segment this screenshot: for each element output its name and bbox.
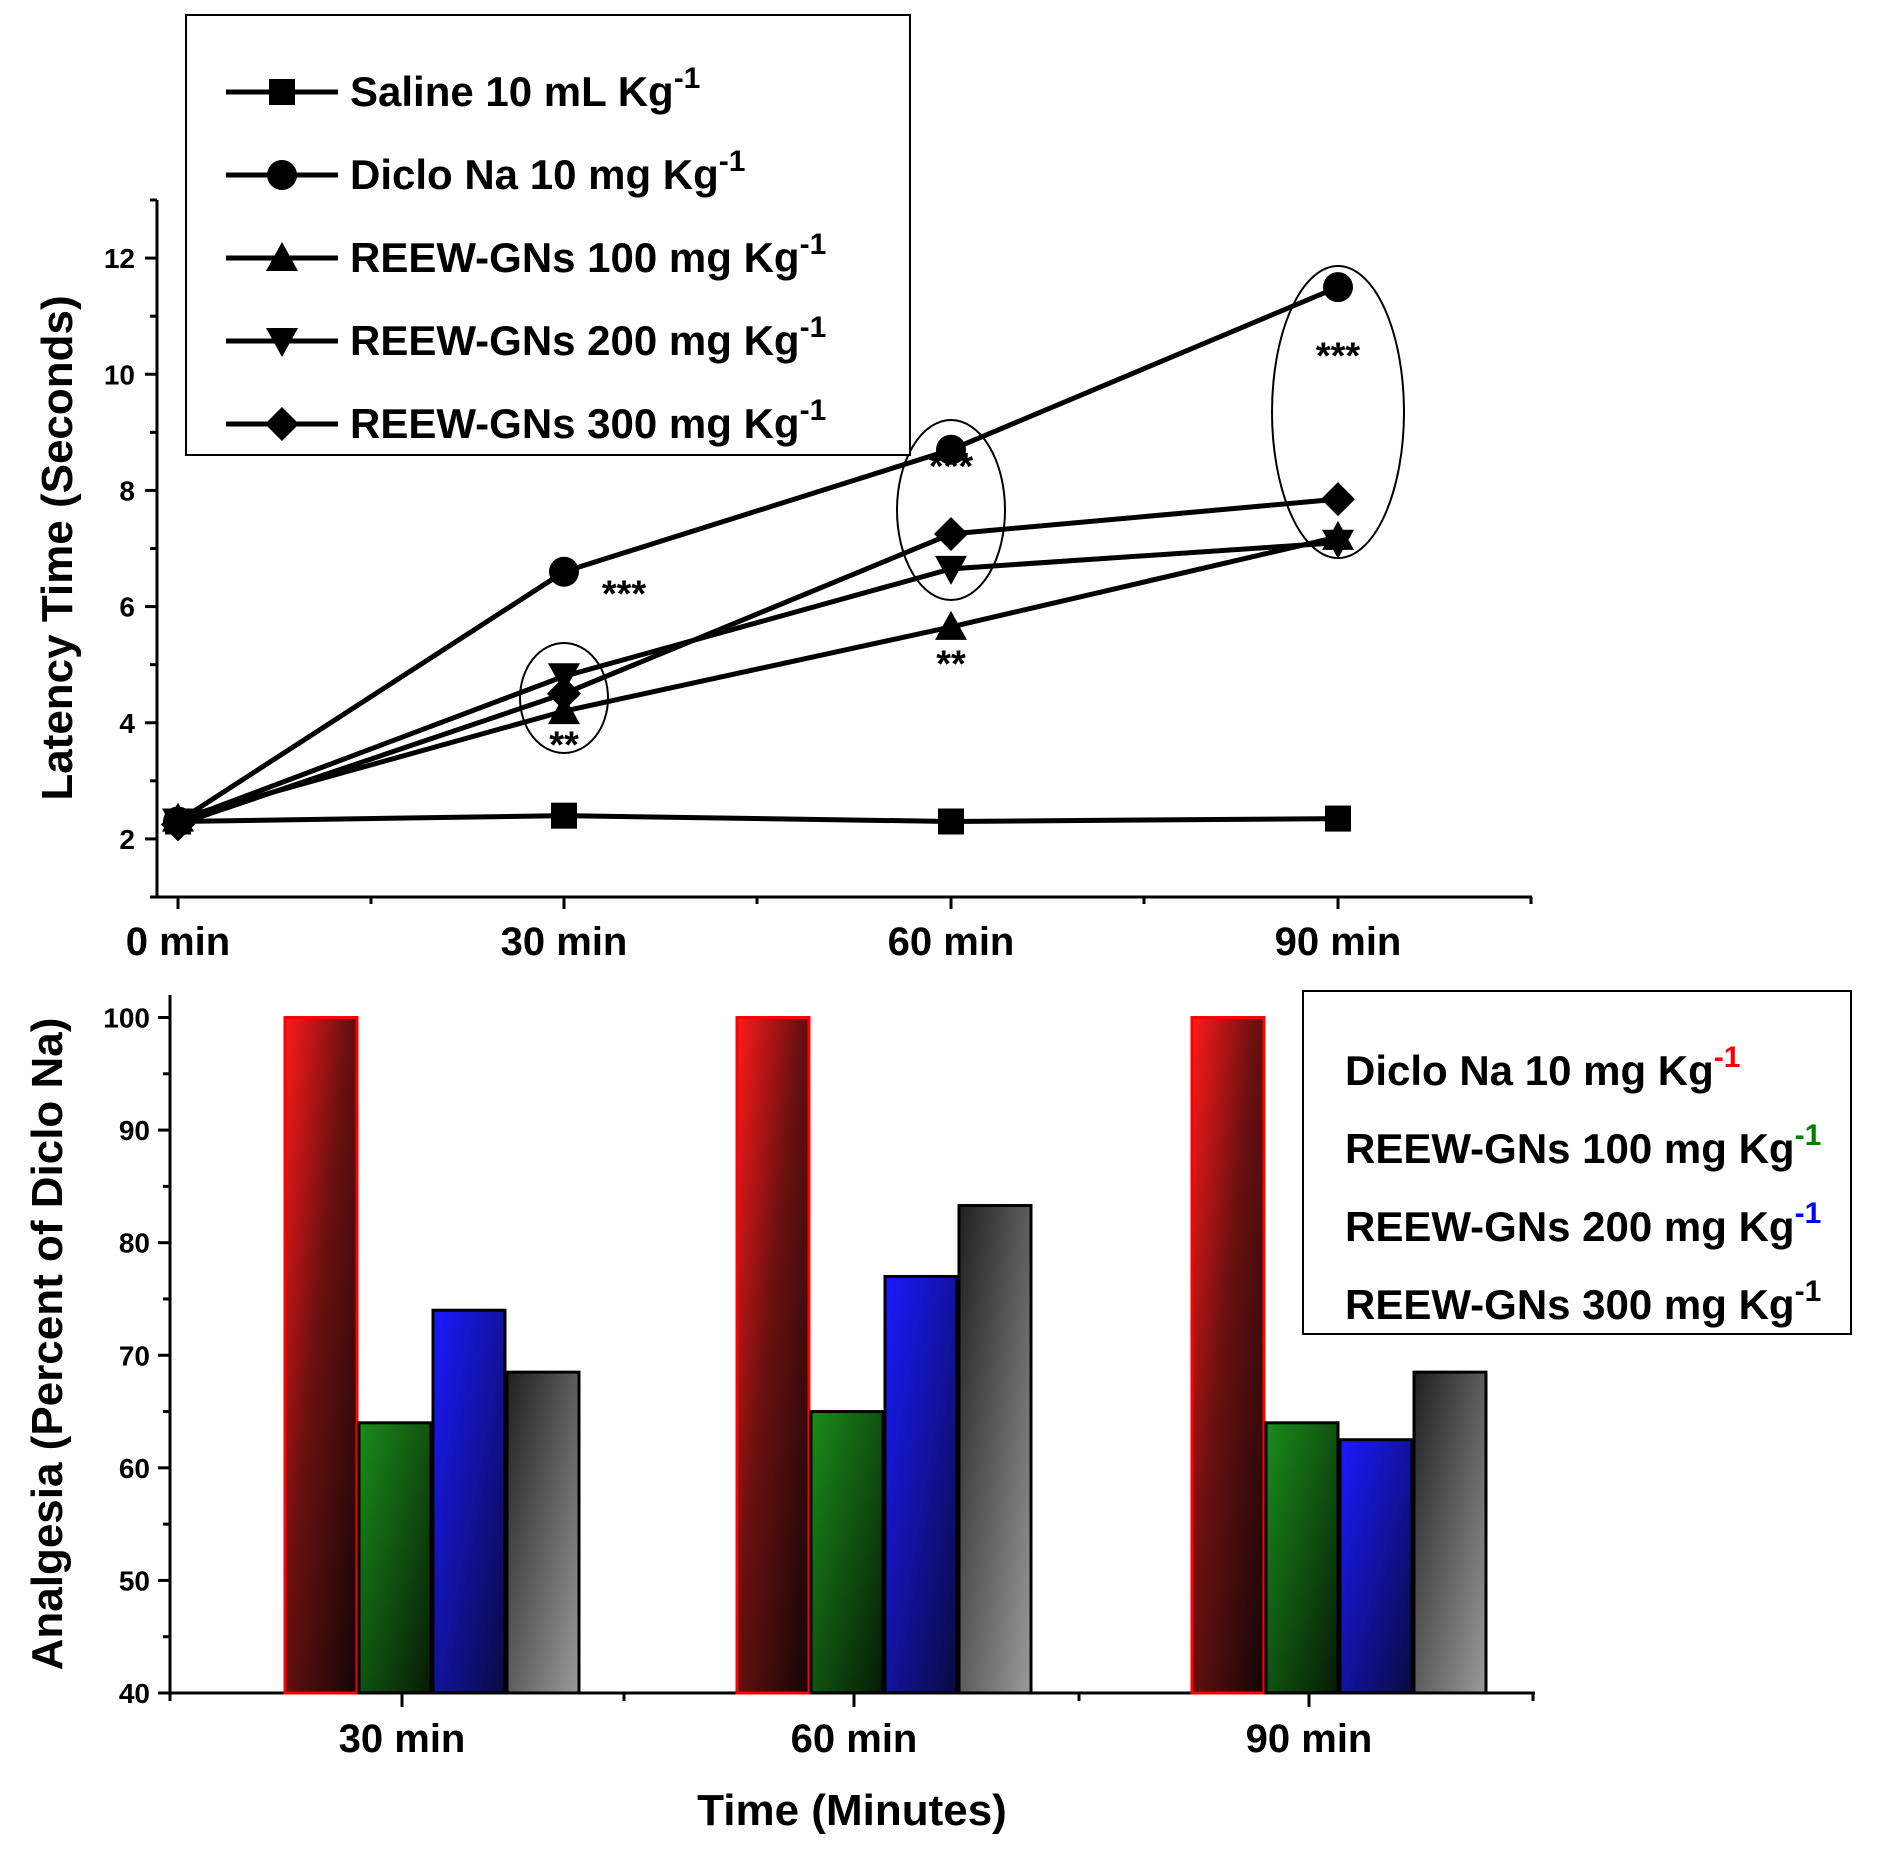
significance-mark: *** (602, 574, 647, 616)
top-y-tick-label: 10 (104, 359, 135, 390)
bottom-x-ticks: 30 min 60 min 90 min (168, 1693, 1535, 1761)
point-reew-gns-200-mg-kg (1322, 529, 1354, 559)
bottom-legend-box (1302, 990, 1852, 1335)
top-y-axis-title: Latency Time (Seconds) (33, 295, 82, 800)
bottom-y-tick-label: 60 (119, 1453, 150, 1484)
point-reew-gns-100-mg-kg (935, 610, 967, 640)
point-diclo-na-10-mg-kg (549, 556, 579, 587)
significance-annotations: ************* (549, 335, 1360, 766)
series-line-reew-gns-200-mg-kg (177, 540, 1339, 824)
legend-marker-reew-gns-100-mg-kg (266, 242, 298, 271)
top-y-tick-label: 4 (119, 708, 135, 739)
point-reew-gns-300-mg-kg (1321, 482, 1355, 517)
legend-label-reew-gns-200-mg-kg-text: REEW-GNs 200 mg Kg-1 (1345, 1197, 1821, 1250)
ellipse-30min (519, 642, 609, 754)
point-reew-gns-300-mg-kg (161, 807, 195, 842)
bar-reew-gns-100-mg-kg-30-min (357, 1421, 433, 1695)
series-line-diclo-na-10-mg-kg (176, 284, 1339, 824)
point-diclo-na-10-mg-kg (936, 434, 966, 465)
top-y-ticks: 2 4 6 8 10 12 (104, 198, 157, 899)
top-y-tick-label: 8 (119, 475, 135, 506)
analgesia-bar-chart: 40 50 60 70 80 90 100 30 min 60 min 90 min Analg… (23, 990, 1852, 1835)
legend-label-reew-gns-200-mg-kg-text: REEW-GNs 200 mg Kg-1 (350, 311, 826, 364)
bar-reew-gns-200-mg-kg-90-min (1338, 1438, 1414, 1695)
significance-mark: *** (929, 446, 974, 488)
ellipse-60min (896, 419, 1006, 601)
top-x-ticks: 0 min 30 min 60 min 90 min (126, 897, 1533, 964)
bar-reew-gns-100-mg-kg-60-min (809, 1410, 885, 1695)
series-line-saline-10-ml-kg (177, 813, 1339, 824)
bottom-x-tick-label: 60 min (791, 1717, 918, 1761)
bar-diclo-na-10-mg-kg-90-min (1190, 1016, 1266, 1695)
legend-label-reew-gns-300-mg-kg-text: REEW-GNs 300 mg Kg-1 (350, 394, 826, 447)
top-y-tick-label: 2 (119, 824, 135, 855)
bar-reew-gns-300-mg-kg-30-min (505, 1370, 581, 1695)
legend-label-reew-gns-100-mg-kg-text: REEW-GNs 100 mg Kg-1 (1345, 1119, 1821, 1172)
significance-mark: *** (1316, 335, 1361, 377)
top-y-tick-label: 6 (119, 592, 135, 623)
bar-reew-gns-100-mg-kg-90-min (1264, 1421, 1340, 1695)
top-x-tick-label: 30 min (501, 920, 628, 964)
top-y-tick-label: 12 (104, 243, 135, 274)
legend-label-diclo-na-10-mg-kg-text: Diclo Na 10 mg Kg-1 (350, 145, 745, 198)
significance-mark: ** (936, 643, 966, 685)
bottom-y-tick-label: 40 (119, 1678, 150, 1709)
significance-mark: ** (549, 725, 579, 767)
legend-label-reew-gns-100-mg-kg-text: REEW-GNs 100 mg Kg-1 (350, 228, 826, 281)
bottom-x-axis-title: Time (Minutes) (697, 1786, 1007, 1835)
bar-reew-gns-300-mg-kg-60-min (957, 1204, 1033, 1695)
legend-marker-diclo-na-10-mg-kg (267, 160, 297, 190)
bottom-y-axis-title: Analgesia (Percent of Diclo Na) (23, 1018, 72, 1671)
legend-marker-saline-10-ml-kg (269, 79, 295, 105)
bar-reew-gns-300-mg-kg-90-min (1412, 1370, 1488, 1695)
legend-label-saline-10-ml-kg-text: Saline 10 mL Kg-1 (350, 62, 700, 115)
point-reew-gns-300-mg-kg (934, 516, 968, 551)
bottom-y-tick-label: 70 (119, 1340, 150, 1371)
bar-diclo-na-10-mg-kg-30-min (283, 1016, 359, 1695)
point-saline-10-ml-kg (938, 808, 964, 835)
bottom-y-tick-label: 90 (119, 1115, 150, 1146)
bottom-y-tick-label: 100 (103, 1003, 150, 1034)
bar-diclo-na-10-mg-kg-60-min (735, 1016, 811, 1695)
series-line-reew-gns-100-mg-kg (177, 534, 1339, 821)
bottom-x-tick-label: 30 min (339, 1717, 466, 1761)
top-legend-box (185, 14, 911, 456)
top-x-tick-label: 60 min (888, 920, 1015, 964)
top-x-tick-label: 90 min (1275, 920, 1402, 964)
point-reew-gns-300-mg-kg (547, 676, 581, 711)
latency-line-chart: 2 4 6 8 10 12 0 min 30 min 60 min 90 min Latency… (33, 14, 1533, 964)
line-series (161, 272, 1355, 842)
legend-marker-reew-gns-300-mg-kg (265, 407, 299, 441)
bar-reew-gns-200-mg-kg-60-min (883, 1274, 959, 1695)
point-diclo-na-10-mg-kg (1323, 272, 1353, 303)
top-x-tick-label: 0 min (126, 920, 230, 964)
point-saline-10-ml-kg (551, 802, 577, 829)
top-legend: Saline 10 mL Kg-1 Diclo Na 10 mg Kg-1 REEW… (185, 14, 911, 456)
legend-marker-reew-gns-200-mg-kg (266, 328, 298, 357)
point-reew-gns-200-mg-kg (935, 555, 967, 585)
bar-reew-gns-200-mg-kg-30-min (431, 1308, 507, 1695)
bottom-x-tick-label: 90 min (1246, 1717, 1373, 1761)
bar-series (283, 1016, 1488, 1695)
bottom-legend: Diclo Na 10 mg Kg-1 REEW-GNs 100 mg Kg-1 R… (1302, 990, 1852, 1335)
bottom-y-tick-label: 50 (119, 1565, 150, 1596)
legend-label-diclo-na-10-mg-kg-text: Diclo Na 10 mg Kg-1 (1345, 1041, 1740, 1094)
series-line-reew-gns-300-mg-kg (177, 496, 1339, 827)
point-saline-10-ml-kg (1325, 805, 1351, 832)
bottom-y-tick-label: 80 (119, 1228, 150, 1259)
bottom-y-ticks: 40 50 60 70 80 90 100 (103, 1003, 170, 1709)
legend-label-reew-gns-300-mg-kg-text: REEW-GNs 300 mg Kg-1 (1345, 1275, 1821, 1328)
